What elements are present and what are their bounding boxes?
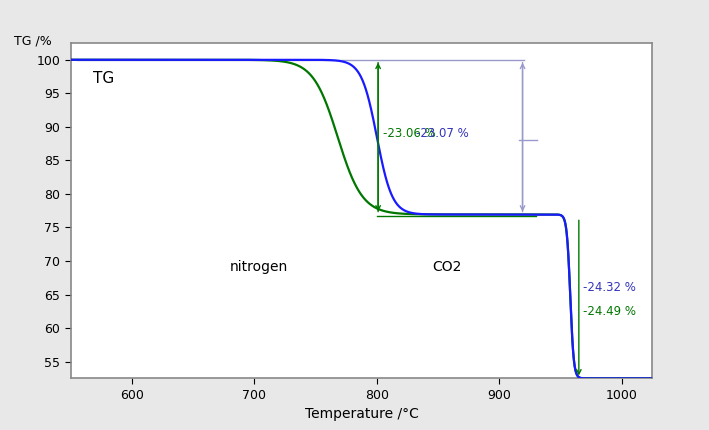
Text: -23.07 %: -23.07 % <box>416 127 469 140</box>
X-axis label: Temperature /°C: Temperature /°C <box>305 407 418 421</box>
Text: -24.32 %: -24.32 % <box>583 281 635 294</box>
Text: TG /%: TG /% <box>14 34 52 47</box>
Text: CO2: CO2 <box>432 260 462 274</box>
Text: -23.06 %: -23.06 % <box>383 127 436 140</box>
Text: -24.49 %: -24.49 % <box>583 305 635 318</box>
Text: nitrogen: nitrogen <box>230 260 289 274</box>
Text: TG: TG <box>93 71 114 86</box>
